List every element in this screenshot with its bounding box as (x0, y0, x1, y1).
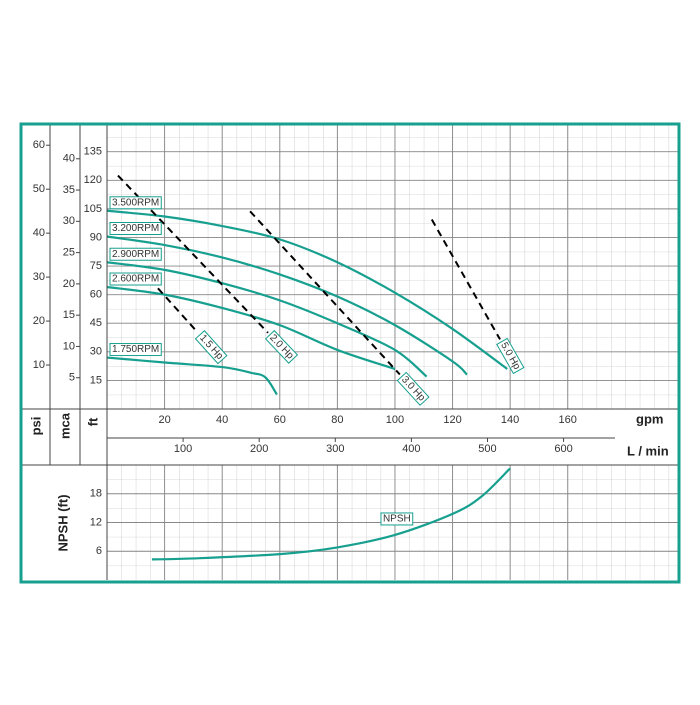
mca-tick-label: 10 (63, 340, 75, 352)
mca-tick-label: 40 (63, 153, 75, 165)
outer-border (19, 122, 681, 584)
ft-tick-label: 135 (84, 146, 102, 158)
ft-axis-label: ft (85, 417, 100, 426)
curve (106, 356, 278, 396)
lmin-tick-label: 400 (402, 443, 420, 455)
label-box (109, 196, 162, 210)
psi-axis-label: psi (28, 417, 43, 436)
lmin-axis-label: L / min (627, 443, 669, 458)
psi-tick-label: 10 (33, 359, 45, 371)
ft-tick-label: 120 (84, 174, 102, 186)
series-label: 2.600RPM (112, 274, 159, 285)
psi-tick-label: 30 (33, 271, 45, 283)
series-label: NPSH (383, 514, 411, 525)
label-box (396, 371, 430, 406)
gpm-tick-label: 60 (274, 414, 286, 426)
lmin-tick-label: 500 (478, 443, 496, 455)
series-label: 3.200RPM (112, 223, 159, 234)
series-label: 3.500RPM (112, 197, 159, 208)
label-box (496, 337, 525, 375)
ft-tick-label: 30 (90, 346, 102, 358)
gpm-tick-label: 40 (216, 414, 228, 426)
ft-tick-label: 105 (84, 203, 102, 215)
lmin-tick-label: 200 (250, 443, 268, 455)
minor-grid (107, 125, 680, 409)
gpm-tick-label: 120 (443, 414, 461, 426)
ft-tick-label: 75 (90, 260, 102, 272)
ft-tick-label: 15 (90, 374, 102, 386)
mca-tick-label: 35 (63, 184, 75, 196)
lmin-tick-label: 300 (326, 443, 344, 455)
series-label: 2.900RPM (112, 249, 159, 260)
gpm-tick-label: 140 (501, 414, 519, 426)
mca-tick-label: 30 (63, 215, 75, 227)
label-box (109, 343, 162, 357)
curve (106, 209, 508, 370)
series-label: 1.750RPM (112, 344, 159, 355)
lmin-tick-label: 100 (174, 443, 192, 455)
marks (106, 174, 511, 561)
gpm-tick-label: 160 (559, 414, 577, 426)
curve (151, 467, 511, 561)
curve (249, 210, 401, 376)
mca-tick-label: 25 (63, 247, 75, 259)
ft-tick-label: 45 (90, 317, 102, 329)
mca-tick-label: 15 (63, 309, 75, 321)
label-box (194, 330, 228, 365)
mca-tick-label: 20 (63, 278, 75, 290)
gpm-tick-label: 80 (331, 414, 343, 426)
curve (106, 261, 428, 378)
frame (21, 125, 680, 580)
label-box (380, 512, 414, 526)
npsh-tick-label: 6 (96, 545, 102, 557)
label-box (109, 247, 162, 261)
mca-axis-label: mca (57, 412, 72, 439)
curve (106, 235, 468, 376)
gpm-tick-label: 20 (158, 414, 170, 426)
label-box (109, 222, 162, 236)
mca-tick-label: 5 (69, 372, 75, 384)
npsh-tick-label: 12 (90, 516, 102, 528)
label-box (264, 329, 299, 364)
psi-tick-label: 50 (33, 183, 45, 195)
gpm-tick-label: 100 (386, 414, 404, 426)
psi-tick-label: 60 (33, 139, 45, 151)
ft-tick-label: 60 (90, 289, 102, 301)
curve (430, 219, 501, 340)
psi-tick-label: 40 (33, 227, 45, 239)
ft-tick-label: 90 (90, 231, 102, 243)
psi-tick-label: 20 (33, 315, 45, 327)
lmin-tick-label: 600 (554, 443, 572, 455)
label-box (109, 272, 162, 286)
npsh-axis-label: NPSH (ft) (55, 494, 70, 551)
npsh-tick-label: 18 (90, 488, 102, 500)
gpm-axis-label: gpm (636, 411, 663, 426)
